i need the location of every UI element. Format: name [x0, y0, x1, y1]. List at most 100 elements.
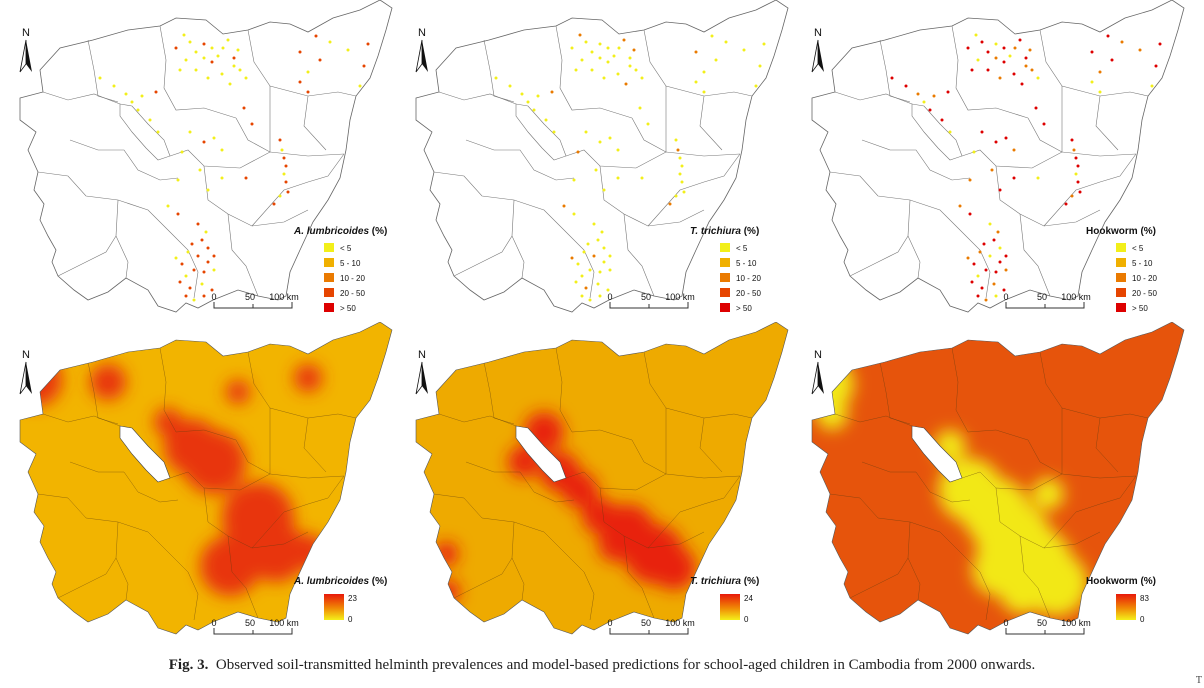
survey-point: [968, 212, 972, 216]
scale-bar-tick-label: 50: [641, 292, 651, 302]
survey-point: [1012, 148, 1016, 152]
north-arrow: N: [19, 27, 32, 73]
survey-point: [580, 294, 584, 298]
province-border: [647, 153, 741, 227]
legend-swatch: [1116, 243, 1126, 252]
province-border: [465, 139, 575, 181]
survey-point: [570, 256, 574, 260]
survey-point: [358, 84, 362, 88]
survey-point: [124, 92, 128, 96]
survey-point: [284, 180, 288, 184]
survey-point: [1070, 194, 1074, 198]
legend-item-label: 10 - 20: [736, 274, 761, 283]
scale-bar: 0 50 100 km: [1003, 618, 1091, 635]
survey-point: [202, 270, 206, 274]
survey-point: [1034, 106, 1038, 110]
survey-point: [1078, 190, 1082, 194]
province-border: [483, 361, 515, 425]
survey-point: [306, 90, 310, 94]
legend-item-label: < 5: [1132, 244, 1144, 253]
survey-point: [200, 282, 204, 286]
scale-bar-tick-label: 0: [211, 618, 216, 628]
scale-bar-tick-label: 0: [211, 292, 216, 302]
province-border: [115, 199, 129, 279]
province-border: [87, 39, 119, 103]
survey-point: [1013, 46, 1017, 50]
survey-point: [366, 42, 370, 46]
survey-point: [1024, 64, 1028, 68]
prediction-hotspot: [290, 534, 326, 570]
survey-point: [1064, 202, 1068, 206]
survey-point: [646, 122, 650, 126]
north-arrow: N: [415, 27, 428, 73]
north-arrow-right-half: [818, 40, 824, 72]
tonle-sap-lake: [515, 103, 567, 161]
survey-point: [966, 46, 970, 50]
legend-item-label: 20 - 50: [340, 289, 365, 298]
survey-point: [526, 100, 530, 104]
survey-point: [238, 68, 242, 72]
legend-title-species: Hookworm: [1086, 576, 1138, 587]
observed-map-ascaris: N A. lumbricoides (%) < 5 5 - 10 10 - 20 20 -…: [19, 0, 393, 313]
province-border: [907, 521, 921, 601]
survey-point: [206, 188, 210, 192]
legend-color-ramp: [1116, 594, 1136, 620]
legend-swatch: [324, 303, 334, 312]
north-arrow: N: [19, 349, 32, 395]
survey-point: [598, 140, 602, 144]
survey-point: [1020, 82, 1024, 86]
north-arrow-right-half: [422, 362, 428, 394]
north-arrow: N: [811, 27, 824, 73]
province-border: [623, 535, 655, 619]
province-border: [57, 557, 117, 599]
scale-bar-tick-label: 50: [245, 292, 255, 302]
survey-point: [634, 68, 638, 72]
province-border: [1027, 117, 1063, 153]
survey-point: [1098, 90, 1102, 94]
legend-swatch: [720, 273, 730, 282]
legend-swatch: [720, 258, 730, 267]
province-border: [555, 347, 633, 441]
predicted-map-ascaris: N A. lumbricoides (%) 23 0 0 50 100 km: [19, 322, 393, 635]
province-border: [951, 25, 1029, 119]
province-border: [599, 165, 705, 227]
legend-swatch: [1116, 303, 1126, 312]
survey-point: [1076, 164, 1080, 168]
survey-point: [932, 94, 936, 98]
survey-point: [986, 50, 990, 54]
survey-point: [574, 280, 578, 284]
survey-point: [592, 222, 596, 226]
survey-point: [668, 202, 672, 206]
survey-point: [1018, 38, 1022, 42]
survey-point: [221, 46, 225, 50]
north-arrow-right-half: [818, 362, 824, 394]
province-border: [247, 351, 357, 419]
scale-bar-tick-label: 0: [607, 618, 612, 628]
province-border: [247, 29, 357, 97]
survey-point: [520, 92, 524, 96]
survey-point: [244, 176, 248, 180]
survey-point: [974, 33, 978, 37]
province-border: [303, 95, 327, 151]
survey-point: [544, 118, 548, 122]
scale-bar-tick-label: 50: [245, 618, 255, 628]
survey-point: [194, 68, 198, 72]
survey-point: [140, 94, 144, 98]
survey-point: [1036, 176, 1040, 180]
north-arrow-left-half: [415, 39, 423, 73]
survey-point: [282, 156, 286, 160]
province-border: [879, 39, 911, 103]
province-border: [167, 229, 199, 299]
survey-point: [202, 294, 206, 298]
province-border: [959, 551, 991, 621]
province-border: [1019, 213, 1051, 297]
survey-point: [617, 46, 621, 50]
legend-color-ramp: [324, 594, 344, 620]
north-arrow-left-half: [19, 361, 27, 395]
north-arrow-left-half: [811, 361, 819, 395]
survey-point: [184, 58, 188, 62]
scale-bar-tick-label: 100 km: [665, 292, 695, 302]
province-border: [1039, 29, 1149, 97]
survey-point: [550, 90, 554, 94]
survey-point: [220, 176, 224, 180]
